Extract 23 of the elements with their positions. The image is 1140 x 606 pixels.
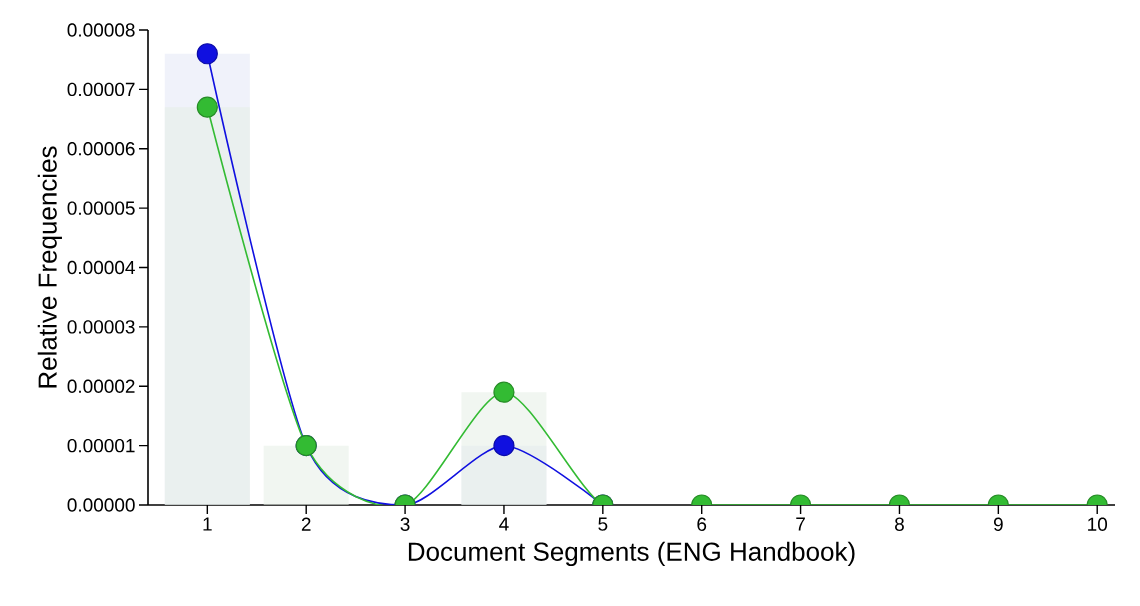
x-tick-label: 5 [598,517,608,531]
y-tick-label: 0.00000 [67,498,135,512]
x-tick-label: 10 [1088,517,1108,531]
bar [461,392,547,505]
y-tick-label: 0.00003 [67,320,135,334]
y-tick-label: 0.00005 [67,201,135,215]
y-tick-label: 0.00007 [67,82,135,97]
x-axis-title: Document Segments (ENG Handbook) [408,541,855,567]
x-tick-label: 7 [796,517,805,531]
y-tick-label: 0.00006 [67,142,135,156]
x-tick-label: 9 [993,517,1003,531]
bar [263,445,349,505]
x-tick-label: 4 [499,517,509,531]
x-tick-label: 2 [301,517,311,531]
y-axis-title: Relative Frequencies [37,146,62,388]
x-tick-label: 1 [203,517,212,531]
y-tick-label: 0.00002 [67,379,135,393]
y-tick-label: 0.00001 [67,438,135,453]
x-tick-label: 6 [697,517,707,531]
x-tick-label: 3 [400,517,410,531]
y-tick-label: 0.00004 [67,260,135,275]
x-tick-label: 8 [895,517,904,531]
y-tick-label: 0.00008 [67,23,135,37]
